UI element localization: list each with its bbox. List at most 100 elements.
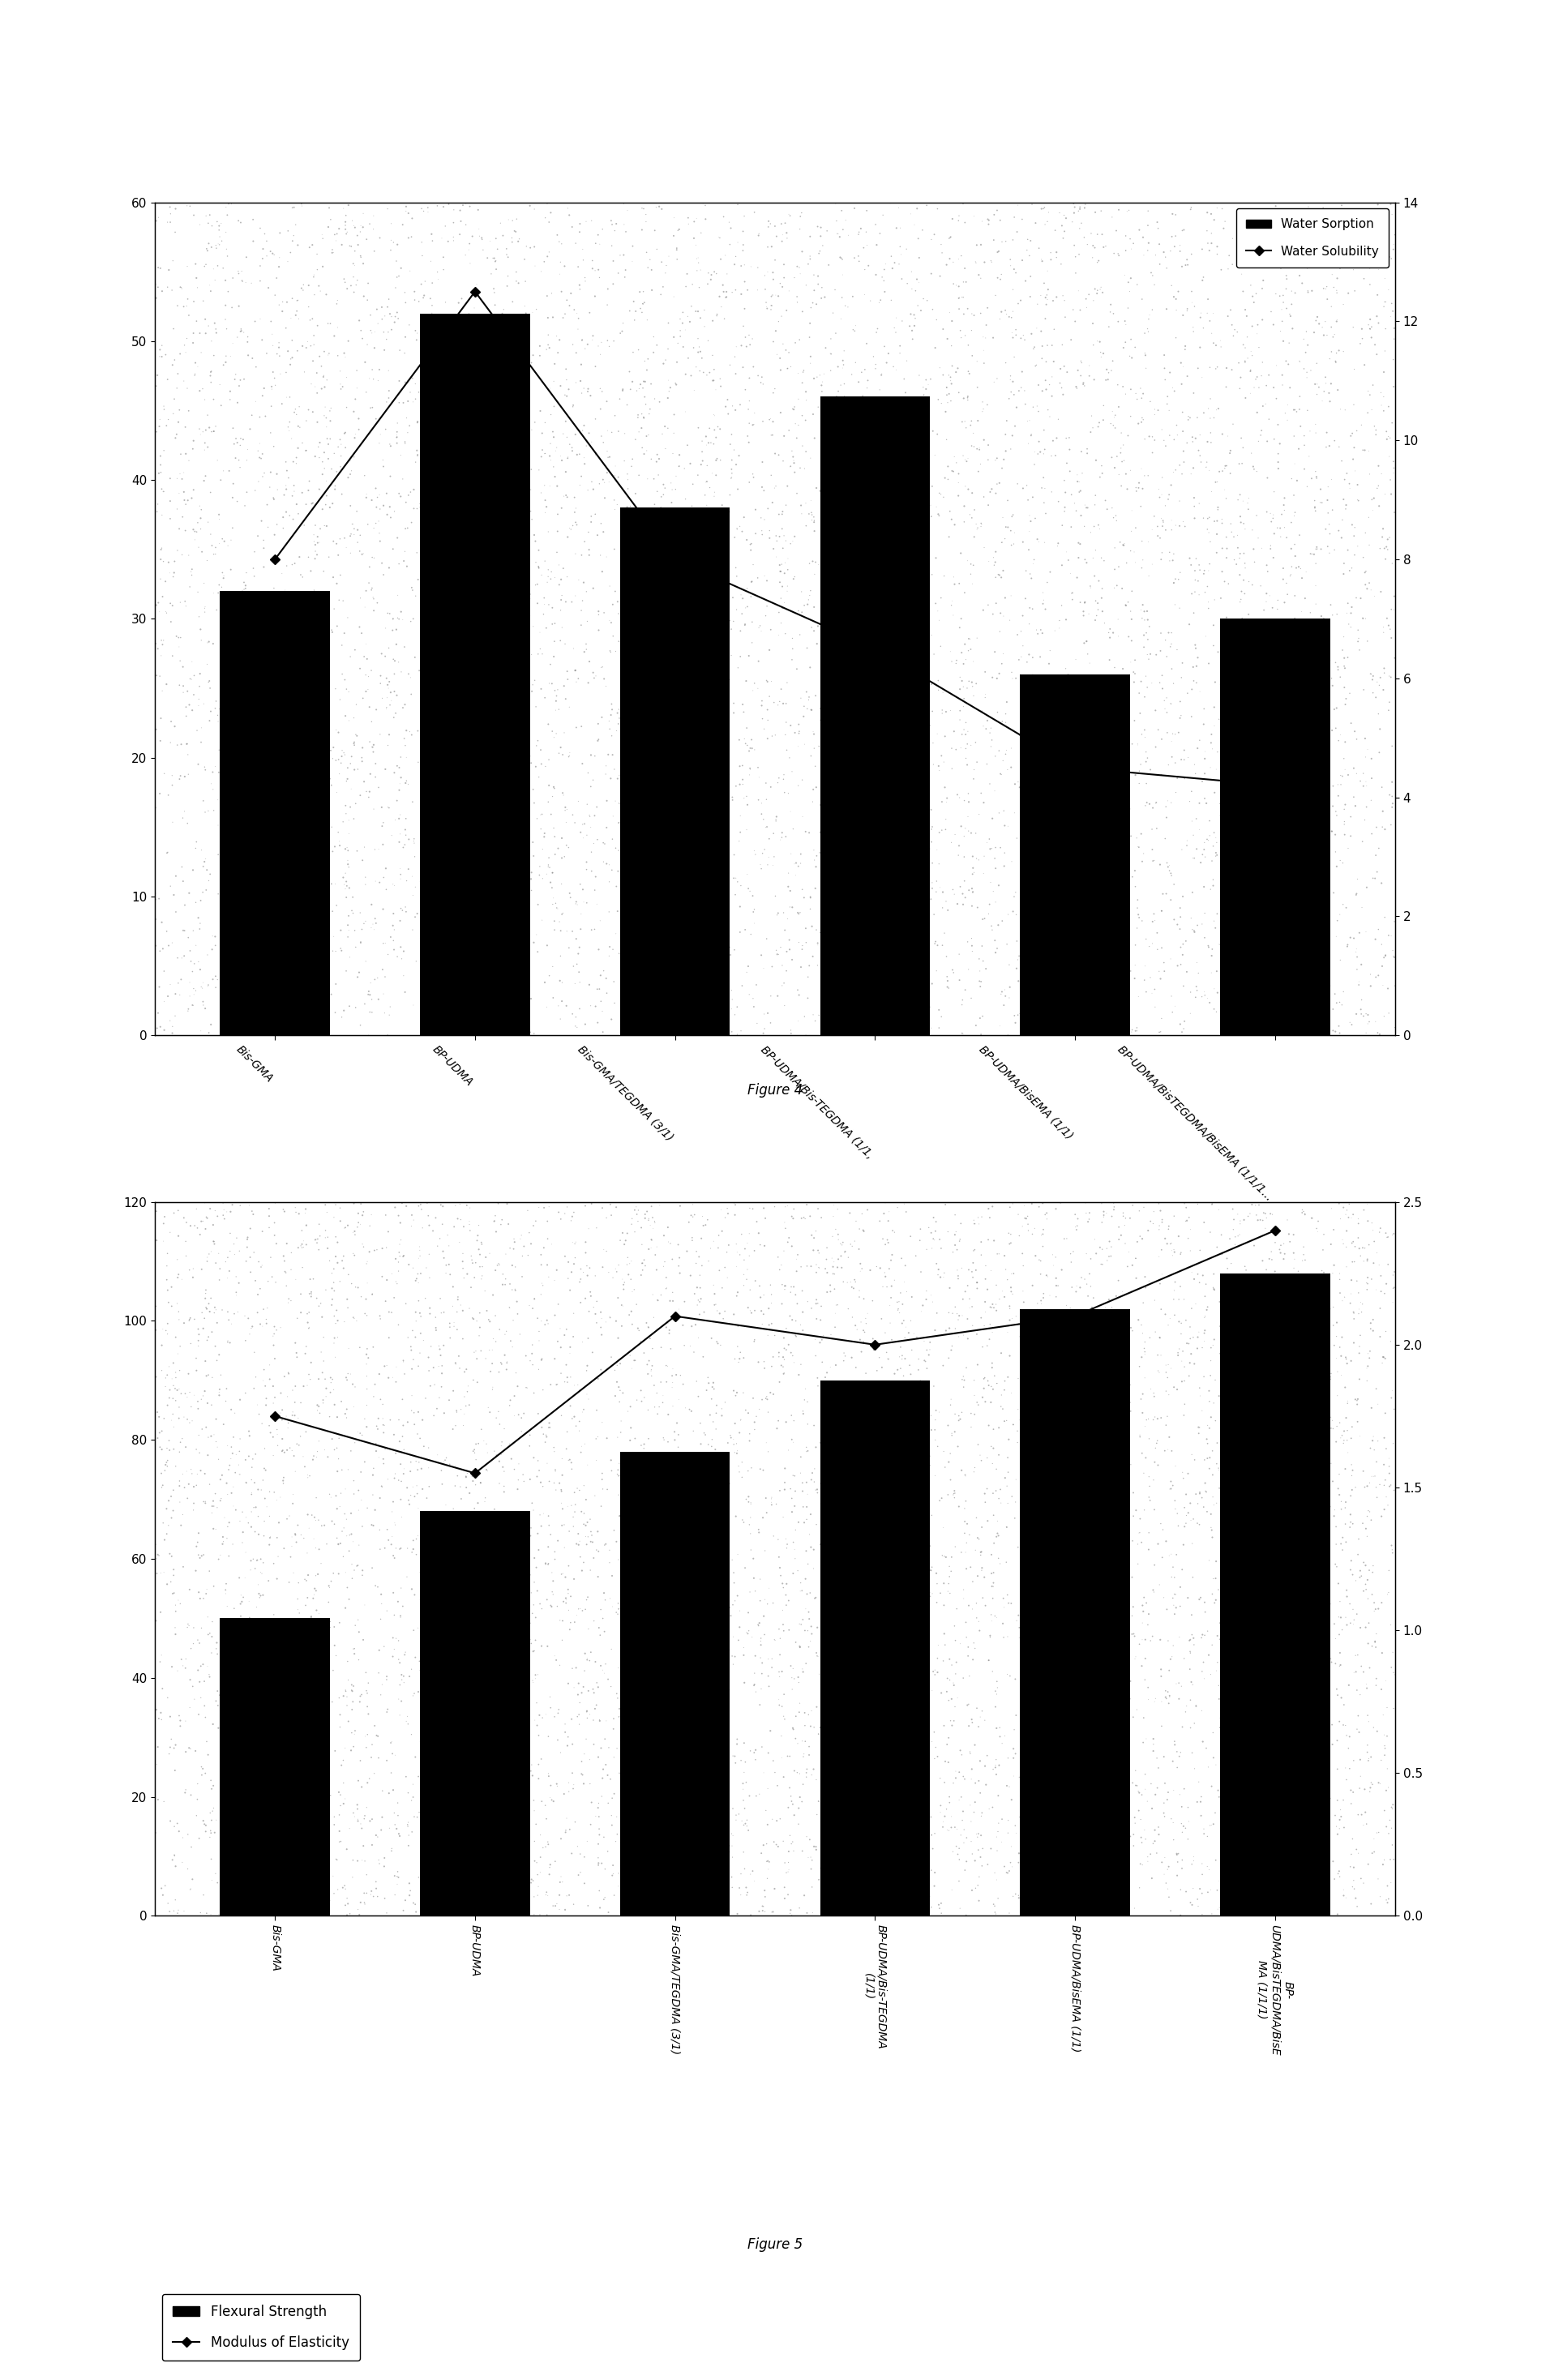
Point [459, 1894, 484, 1933]
Point [445, 1892, 470, 1930]
Point [389, 1897, 414, 1935]
Point [304, 1007, 329, 1045]
Point [429, 1004, 454, 1042]
Point [422, 1897, 446, 1935]
Point [339, 1007, 364, 1045]
Point [372, 1892, 397, 1930]
Point [409, 1007, 434, 1045]
Point [302, 1892, 327, 1930]
Point [414, 1004, 439, 1042]
Point [429, 1014, 454, 1052]
Point [431, 1012, 456, 1050]
Point [343, 1892, 367, 1930]
Point [274, 1014, 299, 1052]
Point [295, 1016, 319, 1054]
Point [440, 1007, 465, 1045]
Point [276, 1892, 301, 1930]
Point [440, 1897, 465, 1935]
Point [431, 1012, 456, 1050]
Point [386, 1894, 411, 1933]
Point [316, 1004, 341, 1042]
Point [437, 1007, 462, 1045]
Point [412, 1014, 437, 1052]
Point [316, 1892, 341, 1930]
Point [395, 1007, 420, 1045]
Point [378, 1004, 403, 1042]
Point [276, 1892, 301, 1930]
Point [326, 1012, 350, 1050]
Point [375, 1892, 400, 1930]
Point [290, 1016, 315, 1054]
Point [426, 1894, 451, 1933]
Point [350, 1894, 375, 1933]
Point [386, 1894, 411, 1933]
Point [349, 1897, 374, 1935]
Point [282, 1004, 307, 1042]
Point [313, 1892, 338, 1930]
Point [355, 1009, 380, 1047]
Point [302, 1009, 327, 1047]
Point [308, 1894, 333, 1933]
Point [420, 1014, 445, 1052]
Point [346, 1014, 370, 1052]
Point [383, 1894, 408, 1933]
Point [276, 1897, 301, 1935]
Point [445, 1897, 470, 1935]
Point [448, 1016, 473, 1054]
Point [388, 1004, 412, 1042]
Point [366, 1892, 391, 1930]
Point [400, 1892, 425, 1930]
Point [398, 1009, 423, 1047]
Point [454, 1002, 479, 1040]
Point [341, 1892, 366, 1930]
Point [415, 1007, 440, 1045]
Point [431, 1894, 456, 1933]
Point [350, 1897, 375, 1935]
Point [450, 1892, 474, 1930]
Point [381, 1892, 406, 1930]
Point [456, 1009, 480, 1047]
Point [415, 1014, 440, 1052]
Point [415, 1007, 440, 1045]
Point [273, 1892, 298, 1930]
Point [333, 1897, 358, 1935]
Point [381, 1007, 406, 1045]
Point [349, 1894, 374, 1933]
Point [277, 1894, 302, 1933]
Point [287, 1014, 312, 1052]
Point [274, 1012, 299, 1050]
Point [403, 1014, 428, 1052]
Point [395, 1892, 420, 1930]
Point [324, 1894, 349, 1933]
Point [332, 1004, 357, 1042]
Point [394, 1009, 418, 1047]
Point [281, 1012, 305, 1050]
Point [403, 1892, 428, 1930]
Point [377, 1897, 401, 1935]
Point [291, 1012, 316, 1050]
Point [267, 1892, 291, 1930]
Point [315, 1016, 339, 1054]
Point [417, 1894, 442, 1933]
Point [429, 1004, 454, 1042]
Point [400, 1014, 425, 1052]
Point [439, 1892, 463, 1930]
Point [394, 1892, 418, 1930]
Point [326, 1007, 350, 1045]
Point [418, 1007, 443, 1045]
Point [454, 1894, 479, 1933]
Point [273, 1892, 298, 1930]
Point [403, 1892, 428, 1930]
Point [417, 1007, 442, 1045]
Point [329, 1009, 353, 1047]
Point [443, 1892, 468, 1930]
Point [377, 1892, 401, 1930]
Point [265, 1894, 290, 1933]
Point [329, 1016, 353, 1054]
Point [319, 1007, 344, 1045]
Point [418, 1894, 443, 1933]
Point [384, 1012, 409, 1050]
Point [439, 1894, 463, 1933]
Point [310, 1007, 335, 1045]
Point [347, 1014, 372, 1052]
